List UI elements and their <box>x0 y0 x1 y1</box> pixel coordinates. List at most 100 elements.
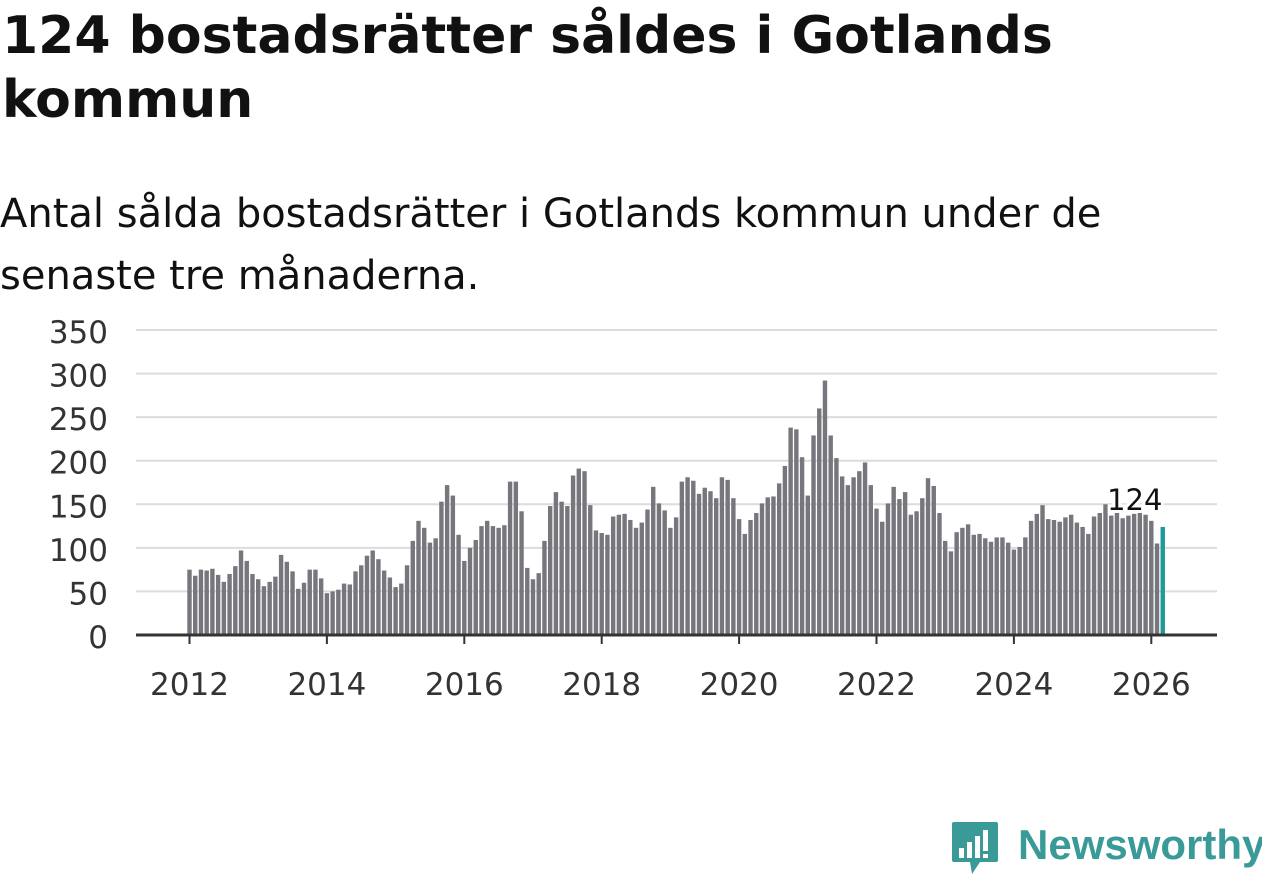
bar <box>215 574 221 635</box>
bar <box>794 429 799 635</box>
x-tick-label: 2016 <box>425 667 504 703</box>
brand-logo: Newsworthy <box>950 818 1262 880</box>
x-tick-label: 2022 <box>837 667 916 703</box>
bar <box>1131 513 1137 635</box>
bar <box>1109 515 1114 635</box>
bars <box>187 380 1165 635</box>
bar <box>347 584 352 635</box>
bar <box>971 534 977 635</box>
bar <box>456 534 461 635</box>
bar <box>1114 513 1120 635</box>
bar <box>742 533 748 635</box>
bar <box>565 506 570 635</box>
bar <box>788 427 793 635</box>
y-tick-label: 300 <box>49 359 108 395</box>
bar <box>691 480 696 635</box>
bar <box>1005 542 1011 635</box>
bar <box>988 541 994 635</box>
bar <box>708 491 713 635</box>
bar <box>679 481 685 635</box>
bar <box>588 505 593 635</box>
bar <box>439 501 444 635</box>
bar <box>925 478 931 635</box>
bar <box>381 570 387 635</box>
bar <box>462 560 467 635</box>
bar <box>1080 526 1085 635</box>
bar <box>370 550 375 635</box>
x-axis-ticks: 2012 2014 2016 2018 2020 2022 2024 2026 <box>150 635 1191 703</box>
bar <box>210 568 215 635</box>
x-tick-label: 2012 <box>150 667 229 703</box>
bar <box>553 492 559 635</box>
bar <box>267 581 272 635</box>
bar <box>805 495 810 635</box>
bar <box>891 486 896 635</box>
bar <box>736 519 742 635</box>
bar <box>828 435 833 635</box>
bar <box>862 462 868 635</box>
bar <box>1011 549 1017 635</box>
bar <box>341 583 347 635</box>
bar <box>983 538 988 635</box>
bar <box>330 591 335 635</box>
bar <box>193 575 198 635</box>
y-tick-label: 150 <box>49 489 108 525</box>
bar <box>696 493 702 635</box>
bar <box>1046 519 1051 635</box>
bar <box>250 574 255 635</box>
bar <box>1051 519 1057 635</box>
bar <box>651 486 656 635</box>
bar <box>353 571 358 635</box>
bar <box>313 569 318 635</box>
bar <box>771 496 776 635</box>
bar <box>851 477 856 635</box>
bar <box>1028 520 1034 635</box>
bar <box>296 588 301 635</box>
bar <box>525 567 530 635</box>
bar <box>599 533 604 635</box>
bar <box>485 520 490 635</box>
bar <box>433 538 438 635</box>
bar <box>965 524 971 635</box>
bar <box>227 574 232 635</box>
bar <box>885 503 891 635</box>
x-tick-label: 2026 <box>1112 667 1191 703</box>
bar <box>702 487 707 635</box>
bar <box>1154 543 1160 635</box>
bar <box>668 527 673 635</box>
bar <box>416 520 421 635</box>
bar <box>845 485 851 635</box>
bar <box>1017 546 1022 635</box>
bar <box>633 527 639 635</box>
bar <box>897 499 902 635</box>
bar <box>1103 504 1108 635</box>
bar <box>811 435 816 635</box>
bar <box>960 527 965 635</box>
y-tick-label: 100 <box>49 533 108 569</box>
bar <box>238 550 244 635</box>
bar <box>467 547 473 635</box>
bar <box>273 576 278 635</box>
bar <box>502 525 507 635</box>
bar <box>839 476 845 635</box>
bar <box>1000 537 1005 635</box>
bar <box>582 471 587 635</box>
bar <box>880 521 885 635</box>
bar <box>473 540 478 635</box>
bar <box>754 513 759 635</box>
bar <box>530 579 536 635</box>
bar <box>639 522 644 635</box>
bar <box>427 542 433 635</box>
bar <box>868 485 873 635</box>
bar <box>376 559 381 635</box>
bar <box>1068 514 1074 635</box>
bar <box>714 498 719 635</box>
y-tick-label: 250 <box>49 402 108 438</box>
brand-name: Newsworthy <box>1018 821 1262 868</box>
bar <box>605 534 610 635</box>
bar <box>1063 517 1068 635</box>
bar <box>278 554 284 635</box>
bar <box>1074 522 1080 635</box>
bar <box>404 565 410 635</box>
bar <box>318 578 324 635</box>
